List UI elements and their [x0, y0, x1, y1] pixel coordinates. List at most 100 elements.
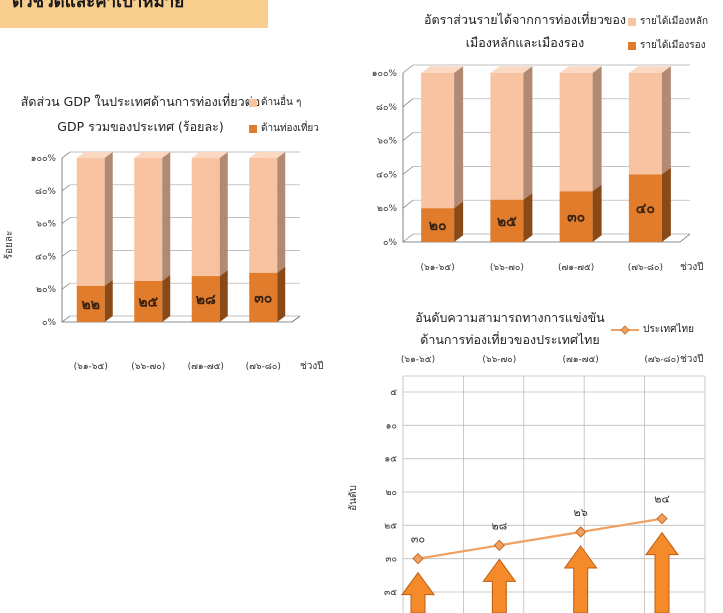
- rank-legend-label: ประเทศไทย: [643, 324, 694, 335]
- gdp-legend-other-label: ด้านอื่น ๆ: [261, 97, 302, 108]
- income-bar-lower: [421, 208, 455, 242]
- gdp-xtick-label: (๖๖-๗๐): [131, 362, 165, 372]
- gdp-bar-lower: [76, 285, 105, 322]
- header-title: ตัวชี้วัดและค่าเป้าหมาย: [12, 0, 185, 12]
- income-bar-value-label: ๒๐: [429, 218, 447, 234]
- income-bar-value-label: ๒๕: [497, 214, 517, 230]
- income-grid-depth: [402, 64, 414, 74]
- rank-legend: ประเทศไทย: [611, 322, 694, 337]
- rank-xtick-label: (๗๖-๘๐): [644, 355, 679, 365]
- gdp-bar-lower-side: [277, 266, 286, 322]
- rank-point-label: ๒๖: [574, 506, 588, 519]
- income-bar-lower-side: [661, 167, 671, 242]
- income-bar-upper: [490, 73, 524, 200]
- gdp-legend-other: ด้านอื่น ๆ: [249, 95, 301, 110]
- gdp-grid-depth: [61, 217, 71, 224]
- income-bar-value-label: ๓๐: [567, 210, 585, 226]
- income-grid-depth: [402, 132, 414, 141]
- gdp-legend-tourism-label: ด้านท่องเที่ยว: [261, 123, 319, 134]
- gdp-xtick-label: (๖๑-๖๕): [74, 362, 108, 372]
- income-bar-upper: [421, 73, 455, 209]
- income-ytick-label: ๘๐%: [376, 103, 397, 113]
- gdp-bar-value-label: ๓๐: [254, 290, 272, 306]
- rank-point-label: ๒๘: [491, 519, 507, 532]
- rank-ytick-label: ๒๐: [386, 488, 397, 498]
- income-ytick-label: ๖๐%: [377, 137, 397, 147]
- legend-swatch: [628, 17, 636, 26]
- income-ytick-label: ๔๐%: [376, 170, 397, 180]
- gdp-bar-lower: [249, 272, 278, 322]
- rank-xtick-label: (๗๑-๗๕): [562, 355, 598, 365]
- income-grid-depth: [402, 199, 414, 209]
- gdp-bar-value-label: ๒๘: [196, 292, 216, 308]
- gdp-grid-depth: [61, 315, 71, 323]
- income-xtick-label: (๗๖-๘๐): [628, 263, 663, 273]
- gdp-chart-title-line2: GDP รวมของประเทศ (ร้อยละ): [57, 119, 224, 134]
- rank-up-arrow: [645, 531, 679, 613]
- rank-up-arrow: [401, 571, 435, 613]
- income-legend-main: รายได้เมืองหลัก: [628, 14, 708, 29]
- income-bar-upper: [628, 73, 662, 175]
- gdp-bar-top-face: [76, 152, 113, 158]
- income-bar-upper-side: [592, 66, 602, 192]
- income-legend-secondary: รายได้เมืองรอง: [628, 38, 706, 53]
- gdp-bar-upper-side: [277, 152, 286, 273]
- gdp-legend-tourism: ด้านท่องเที่ยว: [249, 121, 319, 136]
- income-legend-secondary-label: รายได้เมืองรอง: [640, 40, 706, 51]
- rank-legend-marker: [611, 324, 639, 335]
- rank-ytick-label: ๒๕: [384, 521, 397, 531]
- rank-ytick-label: ๑๕: [384, 455, 397, 465]
- gdp-bar-lower: [134, 281, 163, 322]
- income-bar-upper: [559, 73, 593, 192]
- gdp-bar-top-face: [249, 152, 286, 158]
- gdp-bar-upper-side: [219, 152, 228, 277]
- rank-ytick-label: ๓๕: [384, 588, 397, 598]
- income-xtick-label: (๗๑-๗๕): [558, 263, 594, 273]
- rank-ytick-label: ๕: [390, 388, 397, 398]
- income-x-axis-title: ช่วงปี: [680, 261, 704, 273]
- rank-x-axis-title: ช่วงปี: [680, 353, 704, 365]
- income-bar-value-label: ๔๐: [636, 201, 655, 217]
- gdp-bar-lower-side: [162, 275, 171, 322]
- rank-ytick-label: ๓๐: [385, 555, 397, 565]
- gdp-bar-upper-side: [162, 152, 171, 281]
- income-bar-lower-side: [592, 184, 602, 242]
- income-bar-top-face: [421, 66, 464, 73]
- gdp-bar-top-face: [134, 152, 171, 158]
- income-bar-lower: [490, 199, 524, 242]
- rank-point-label: ๓๐: [411, 533, 425, 546]
- rank-chart-title-line2: ด้านการท่องเที่ยวของประเทศไทย: [420, 332, 600, 347]
- income-chart: [402, 64, 691, 243]
- income-floor-edge: [679, 233, 691, 243]
- income-grid-depth: [402, 233, 414, 243]
- gdp-ytick-label: ๒๐%: [36, 285, 56, 295]
- gdp-bar-upper: [191, 158, 220, 277]
- rank-xtick-label: (๖๖-๗๐): [482, 355, 516, 365]
- rank-point-marker: [412, 552, 424, 565]
- gdp-floor-edge: [291, 315, 301, 323]
- income-bar-top-face: [490, 66, 533, 73]
- gdp-bar-upper: [249, 158, 278, 273]
- gdp-bar-lower-side: [104, 279, 113, 322]
- gdp-x-axis-title: ช่วงปี: [300, 360, 324, 372]
- rank-series-line: [417, 517, 663, 560]
- gdp-ytick-label: ๐%: [42, 318, 56, 328]
- gdp-bar-lower-side: [219, 270, 228, 322]
- header-banner: ตัวชี้วัดและค่าเป้าหมาย: [0, 0, 268, 28]
- rank-y-axis-title: อันดับ: [348, 485, 359, 511]
- rank-up-arrow: [563, 545, 598, 613]
- gdp-grid-depth: [61, 282, 71, 290]
- gdp-xtick-label: (๗๖-๘๐): [246, 362, 281, 372]
- gdp-bar-value-label: ๒๕: [138, 295, 158, 311]
- income-legend-main-label: รายได้เมืองหลัก: [640, 16, 709, 27]
- rank-point-marker: [656, 512, 668, 525]
- income-ytick-label: ๐%: [383, 238, 397, 248]
- gdp-bar-top-face: [191, 152, 228, 158]
- rank-chart: [401, 375, 706, 613]
- gdp-grid-depth: [61, 184, 71, 192]
- income-bar-upper-side: [523, 66, 533, 200]
- income-bar-upper-side: [661, 66, 671, 175]
- gdp-ytick-label: ๑๐๐%: [31, 154, 57, 164]
- income-chart-title-line2: เมืองหลักและเมืองรอง: [465, 35, 585, 50]
